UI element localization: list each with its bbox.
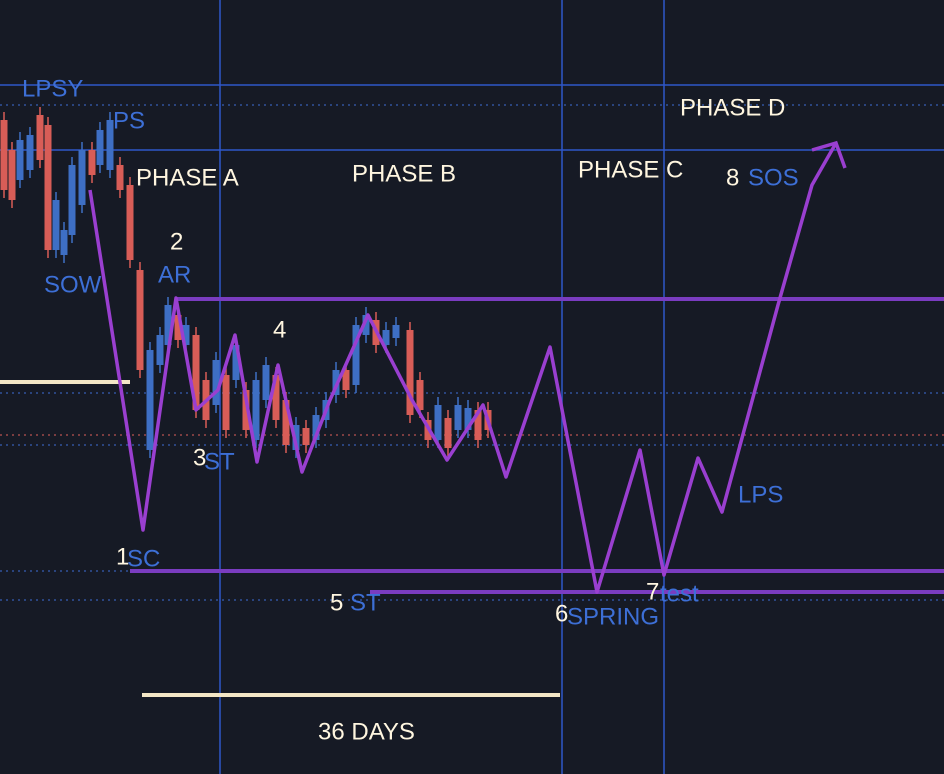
candle-body: [68, 165, 76, 235]
candle-body: [16, 140, 24, 180]
candle-body: [392, 325, 400, 338]
event-number: 6: [555, 600, 568, 627]
candle-body: [416, 380, 424, 410]
event-label: SOS: [748, 164, 799, 191]
candle-body: [106, 120, 114, 170]
candle-body: [116, 165, 124, 190]
candle-body: [302, 428, 310, 445]
candle-body: [52, 200, 60, 250]
candle-body: [8, 150, 16, 200]
candle-body: [444, 418, 452, 448]
candle-body: [252, 380, 260, 440]
candle-body: [44, 125, 52, 250]
candle-body: [282, 400, 290, 445]
candle-body: [434, 405, 442, 440]
candle-body: [272, 375, 280, 420]
event-number: 5: [330, 589, 343, 616]
candle-body: [464, 408, 472, 430]
candle-body: [126, 185, 134, 260]
event-label: SPRING: [567, 603, 659, 630]
wyckoff-path: [88, 142, 838, 594]
event-label: ST: [204, 448, 235, 475]
range-lines: [0, 297, 944, 697]
arrow-head: [811, 140, 847, 169]
marker-label: LPSY: [22, 75, 83, 102]
candle-body: [78, 150, 86, 205]
phase-label: PHASE D: [680, 94, 785, 121]
candle-body: [262, 365, 270, 400]
event-number: 3: [193, 444, 206, 471]
candle-body: [362, 315, 370, 335]
candle-body: [232, 345, 240, 380]
candle-body: [36, 115, 44, 160]
candle-body: [352, 325, 360, 385]
candle-body: [192, 335, 200, 410]
candle-body: [26, 135, 34, 170]
candle-body: [312, 415, 320, 440]
candle-body: [454, 405, 462, 430]
candle-body: [164, 305, 172, 345]
event-number: 8: [726, 164, 739, 191]
marker-label: SOW: [44, 271, 102, 298]
event-number: 2: [170, 228, 183, 255]
candle-body: [60, 230, 68, 255]
candle-body: [242, 390, 250, 430]
candles: [0, 107, 492, 458]
event-number: 7: [646, 578, 659, 605]
candle-body: [0, 120, 8, 190]
candle-body: [136, 270, 144, 370]
candle-body: [156, 335, 164, 365]
candle-body: [146, 350, 154, 450]
candle-body: [88, 150, 96, 175]
candle-body: [96, 130, 104, 165]
candle-body: [342, 370, 350, 390]
event-label: test: [660, 580, 699, 607]
marker-label: PS: [113, 107, 145, 134]
phase-label: PHASE A: [136, 164, 239, 191]
phase-label: PHASE C: [578, 156, 683, 183]
event-label: SC: [127, 545, 160, 572]
candle-body: [382, 330, 390, 345]
candle-body: [474, 410, 482, 440]
duration-label: 36 DAYS: [318, 718, 415, 745]
event-label: ST: [350, 589, 381, 616]
phase-label: PHASE B: [352, 160, 456, 187]
candle-body: [182, 325, 190, 345]
event-label: AR: [158, 261, 191, 288]
candle-body: [174, 315, 182, 340]
event-number: 4: [273, 316, 286, 343]
candle-body: [406, 330, 414, 415]
event-number: 1: [116, 543, 129, 570]
marker-label: LPS: [738, 481, 783, 508]
candle-body: [222, 375, 230, 430]
candle-body: [212, 360, 220, 405]
